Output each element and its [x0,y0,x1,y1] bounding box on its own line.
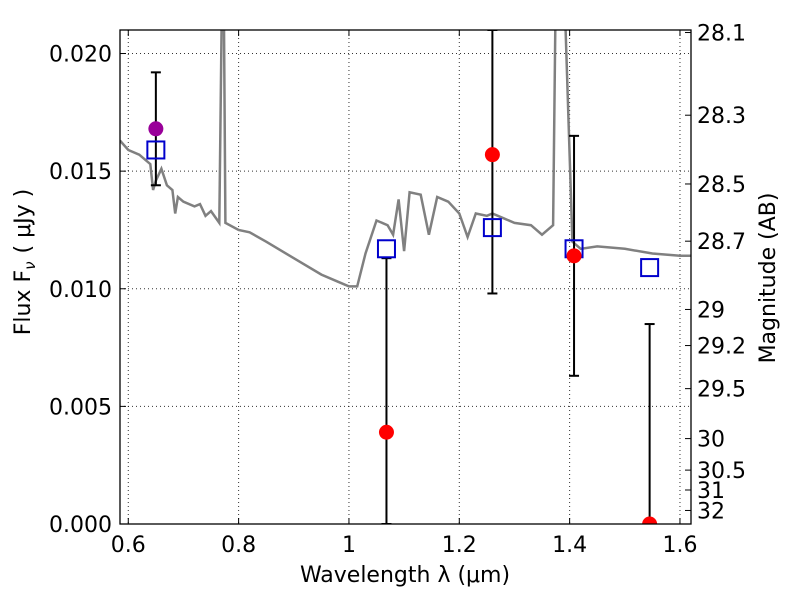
y2-tick-label: 32 [697,499,725,524]
observed-point [484,147,500,163]
y-tick-label: 0.010 [49,278,112,303]
y2-tick-label: 30 [697,428,725,453]
model-point-square [640,258,660,278]
plot-frame [119,29,692,525]
axis-ticks [120,30,691,525]
y-axis-title-subscript: ν [21,261,39,269]
observed-points [148,121,658,524]
grid-lines [120,30,691,525]
y2-tick-label: 28.7 [697,230,746,255]
y2-tick-label: 29.5 [697,378,746,403]
y-tick-label: 0.000 [49,513,112,538]
y2-tick-label: 31 [697,479,725,504]
x-tick-label: 1.6 [662,533,697,558]
observed-point [378,424,394,440]
x-tick-label: 1.2 [442,533,477,558]
x-tick-label: 1 [342,533,356,558]
x-tick-label: 1.4 [552,533,587,558]
y2-tick-label: 28.3 [697,104,746,129]
x-tick-labels: 0.6 0.8 1 1.2 1.4 1.6 [111,533,698,558]
y-tick-label: 0.005 [49,395,112,420]
y2-tick-label: 28.1 [697,22,746,47]
y-tick-label: 0.015 [49,160,112,185]
observed-point [566,248,582,264]
x-axis-title: Wavelength λ (μm) [300,563,510,588]
sed-curve [120,30,691,288]
y-axis-title: Flux Fν ( μJy ) [11,189,39,335]
y-tick-labels: 0.000 0.005 0.010 0.015 0.020 [49,43,112,538]
x-tick-label: 0.8 [221,533,256,558]
y2-axis-title: Magnitude (AB) [756,193,781,364]
model-point-square [482,218,502,238]
y-tick-label: 0.020 [49,43,112,68]
y-axis-title-unit: ( μJy ) [11,189,36,254]
model-points [146,140,660,278]
observed-point [148,121,164,137]
observed-point [642,516,658,524]
model-point-square [376,239,396,259]
model-point-square [146,140,166,160]
y-axis-title-main: Flux F [11,270,36,335]
error-bars [150,30,655,524]
y2-tick-label: 29 [697,298,725,323]
y2-tick-label: 30.5 [697,459,746,484]
x-tick-label: 0.6 [111,533,146,558]
y2-tick-label: 28.5 [697,173,746,198]
y2-tick-label: 29.2 [697,335,746,360]
